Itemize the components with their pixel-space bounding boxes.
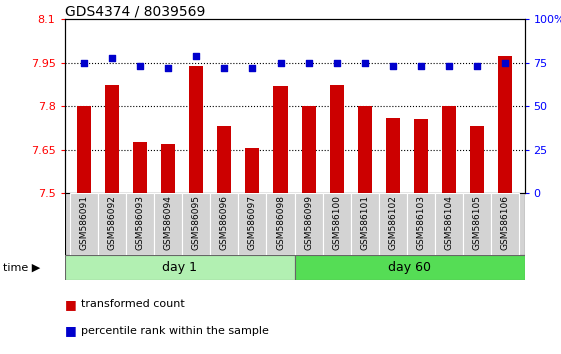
Bar [358,106,371,193]
Bar [295,255,525,280]
Text: percentile rank within the sample: percentile rank within the sample [81,326,269,336]
Bar [162,144,176,193]
Bar [470,126,484,193]
Text: GSM586103: GSM586103 [416,195,425,250]
Point [388,63,397,69]
Text: GSM586105: GSM586105 [472,195,481,250]
Point [332,60,341,66]
Bar [98,193,126,255]
Point [276,60,285,66]
Bar [70,193,98,255]
Bar [182,193,210,255]
Point [164,65,173,71]
Bar [105,85,119,193]
Bar [463,193,491,255]
Bar [246,148,259,193]
Point [192,53,201,59]
Bar [65,255,295,280]
Point [472,63,481,69]
Bar [77,106,91,193]
Point [136,63,145,69]
Point [80,60,89,66]
Bar [126,193,154,255]
Text: GSM586096: GSM586096 [220,195,229,250]
Text: GSM586097: GSM586097 [248,195,257,250]
Bar [274,86,288,193]
Point [304,60,313,66]
Bar [302,106,316,193]
Text: GSM586093: GSM586093 [136,195,145,250]
Bar [266,193,295,255]
Text: GSM586104: GSM586104 [444,195,453,250]
Text: GSM586101: GSM586101 [360,195,369,250]
Text: day 60: day 60 [388,261,431,274]
Text: GSM586100: GSM586100 [332,195,341,250]
Text: GSM586106: GSM586106 [500,195,509,250]
Text: GSM586095: GSM586095 [192,195,201,250]
Text: time ▶: time ▶ [3,262,40,272]
Point [220,65,229,71]
Bar [435,193,463,255]
Bar [295,193,323,255]
Text: GSM586094: GSM586094 [164,195,173,250]
Bar [491,193,519,255]
Point [248,65,257,71]
Bar [238,193,266,255]
Bar [442,106,456,193]
Bar [218,126,232,193]
Bar [154,193,182,255]
Text: GSM586099: GSM586099 [304,195,313,250]
Bar [190,66,204,193]
Text: ■: ■ [65,325,76,337]
Text: GSM586091: GSM586091 [80,195,89,250]
Bar [330,85,343,193]
Text: day 1: day 1 [162,261,197,274]
Bar [414,119,428,193]
Bar [210,193,238,255]
Bar [323,193,351,255]
Bar [134,142,147,193]
Text: GSM586098: GSM586098 [276,195,285,250]
Point [360,60,369,66]
Bar [379,193,407,255]
Bar [407,193,435,255]
Text: transformed count: transformed count [81,299,185,309]
Point [500,60,509,66]
Point [444,63,453,69]
Bar [386,118,400,193]
Text: ■: ■ [65,298,76,311]
Bar [351,193,379,255]
Point [416,63,425,69]
Text: GSM586102: GSM586102 [388,195,397,250]
Text: GSM586092: GSM586092 [108,195,117,250]
Point [108,55,117,61]
Bar [498,56,512,193]
Text: GDS4374 / 8039569: GDS4374 / 8039569 [65,4,205,18]
